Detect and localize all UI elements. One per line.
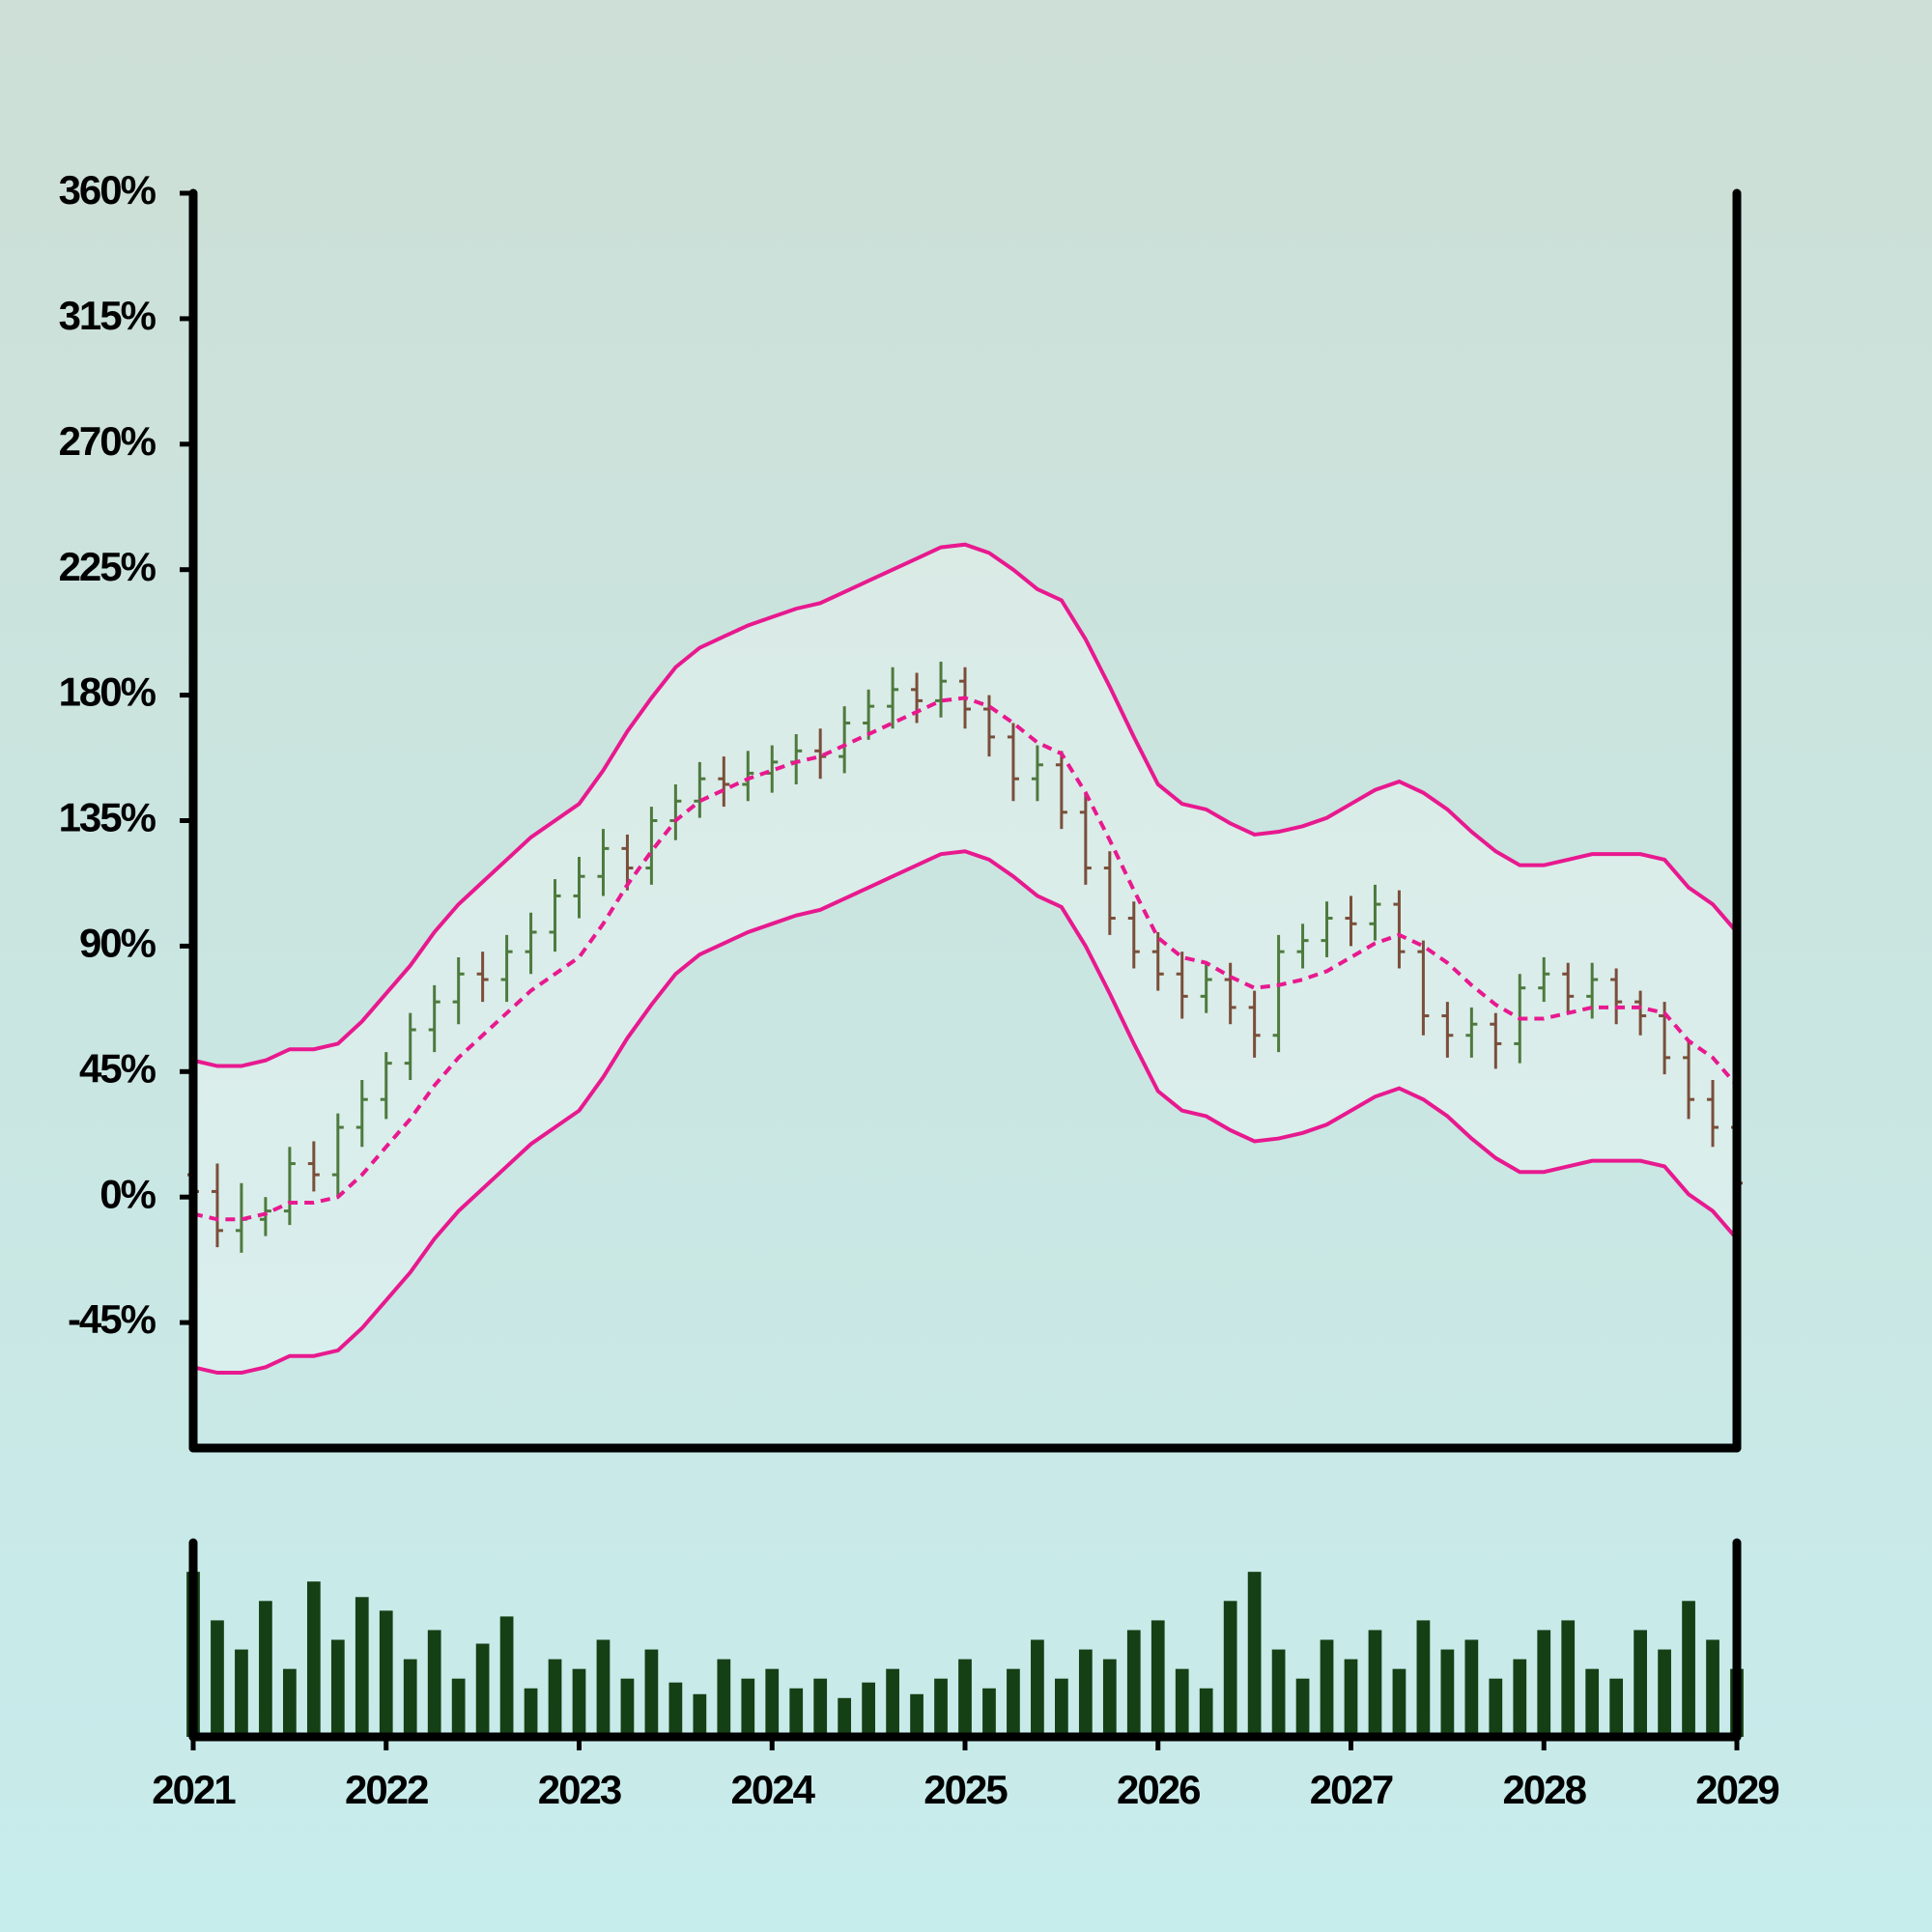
x-tick-label: 2028 xyxy=(1503,1767,1587,1812)
volume-bar xyxy=(910,1693,923,1737)
volume-bar xyxy=(982,1688,996,1737)
volume-bar xyxy=(524,1688,538,1737)
y-tick-label: 270% xyxy=(59,418,156,464)
middle-band xyxy=(192,696,1739,1222)
volume-bar xyxy=(1416,1620,1431,1737)
volume-bar xyxy=(379,1610,393,1737)
volume-bar xyxy=(283,1668,297,1737)
volume-bar xyxy=(1489,1678,1503,1737)
y-tick-label: 360% xyxy=(59,167,156,213)
volume-bar xyxy=(620,1678,635,1737)
upper-band xyxy=(192,542,1739,1068)
volume-bar xyxy=(1609,1678,1624,1737)
volume-bar xyxy=(451,1678,466,1737)
volume-bar xyxy=(596,1639,611,1737)
volume-bar xyxy=(765,1668,780,1737)
volume-bar xyxy=(1561,1620,1576,1737)
x-tick-label: 2025 xyxy=(923,1767,1008,1812)
y-tick-label: 90% xyxy=(79,920,156,965)
volume-bar xyxy=(1223,1601,1237,1737)
volume-bar xyxy=(1102,1659,1117,1737)
volume-bar xyxy=(427,1630,441,1737)
volume-bar xyxy=(838,1697,852,1737)
volume-bar xyxy=(1007,1668,1020,1737)
x-tick-label: 2023 xyxy=(538,1767,621,1812)
volume-bar xyxy=(1031,1639,1044,1737)
x-tick-label: 2026 xyxy=(1117,1767,1200,1812)
volume-bar xyxy=(668,1682,683,1737)
volume-bar xyxy=(934,1678,948,1737)
volume-bar xyxy=(1513,1659,1527,1737)
lower-band xyxy=(192,849,1739,1376)
volume-bar xyxy=(306,1581,321,1737)
volume-bar xyxy=(741,1678,755,1737)
volume-bar xyxy=(235,1649,248,1737)
x-tick-label: 2029 xyxy=(1695,1767,1778,1812)
volume-bar xyxy=(259,1601,272,1737)
volume-bar xyxy=(1706,1639,1719,1737)
volume-bar xyxy=(1247,1572,1262,1737)
volume-bar xyxy=(1440,1649,1455,1737)
x-tick-label: 2021 xyxy=(152,1767,236,1812)
volume-bar xyxy=(1199,1688,1213,1737)
x-tick-label: 2027 xyxy=(1310,1767,1393,1812)
volume-bar xyxy=(1175,1668,1189,1737)
y-tick-label: 315% xyxy=(59,293,156,338)
y-tick-label: -45% xyxy=(68,1296,156,1342)
plot-layer: -45% 0% 45% 90% 135% 180% 225% 270% 315% 360% 2021… xyxy=(59,167,1781,1812)
volume-bar xyxy=(813,1678,828,1737)
volume-bar xyxy=(1392,1668,1406,1737)
volume-bar xyxy=(548,1659,562,1737)
volume-bar xyxy=(1320,1639,1334,1737)
volume-bar xyxy=(211,1620,224,1737)
volume-bar xyxy=(1368,1630,1382,1737)
x-tick-label: 2024 xyxy=(731,1767,816,1812)
volume-bar xyxy=(355,1597,369,1737)
volume-bar xyxy=(886,1668,899,1737)
volume-bar xyxy=(1658,1649,1671,1737)
volume-bar xyxy=(1055,1678,1068,1737)
volume-bar xyxy=(572,1668,586,1737)
volume-bar xyxy=(644,1649,659,1737)
volume-bar xyxy=(1537,1630,1551,1737)
volume-bar xyxy=(1126,1630,1141,1737)
volume-bar xyxy=(1464,1639,1479,1737)
volume-bar xyxy=(1634,1630,1647,1737)
y-tick-label: 225% xyxy=(59,544,156,589)
volume-bar xyxy=(1682,1601,1695,1737)
volume-bar xyxy=(789,1688,804,1737)
y-tick-label: 135% xyxy=(59,795,156,840)
volume-bar xyxy=(1271,1649,1286,1737)
volume-bar xyxy=(717,1659,731,1737)
volume-bar xyxy=(862,1682,875,1737)
y-tick-label: 180% xyxy=(59,669,156,715)
volume-bar xyxy=(1585,1668,1600,1737)
volume-bar xyxy=(1295,1678,1310,1737)
volume-bar xyxy=(958,1659,972,1737)
x-tick-label: 2022 xyxy=(345,1767,428,1812)
volume-bar xyxy=(1344,1659,1358,1737)
y-tick-label: 0% xyxy=(99,1171,156,1216)
volume-bar xyxy=(330,1639,345,1737)
volume-bar xyxy=(693,1693,707,1737)
volume-bar xyxy=(403,1659,417,1737)
volume-bar xyxy=(475,1643,490,1737)
volume-bar xyxy=(1078,1649,1093,1737)
y-tick-label: 45% xyxy=(79,1045,156,1091)
volume-bar xyxy=(499,1616,514,1737)
volume-bar xyxy=(1151,1620,1165,1737)
